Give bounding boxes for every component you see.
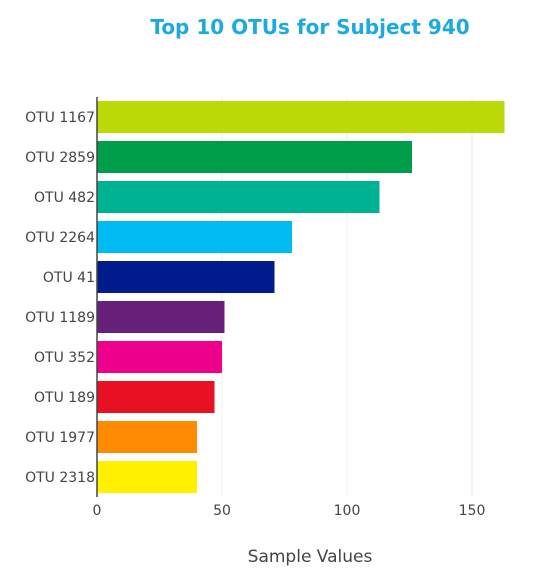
x-tick-label: 150 [459,503,486,519]
y-tick-label: OTU 41 [43,270,95,286]
x-tick-label: 0 [93,503,102,519]
y-tick-label: OTU 2859 [25,150,95,166]
y-tick-label: OTU 1977 [25,430,95,446]
y-tick-label: OTU 2264 [25,230,95,246]
y-tick-label: OTU 1167 [25,110,95,126]
bar-otu-482[interactable] [97,181,380,213]
y-tick-label: OTU 352 [34,350,95,366]
y-tick-label: OTU 1189 [25,310,95,326]
bars [97,101,505,493]
bar-otu-352[interactable] [97,341,222,373]
x-tick-label: 50 [213,503,231,519]
bar-otu-2264[interactable] [97,221,292,253]
x-axis-title: Sample Values [248,547,373,567]
bar-otu-1189[interactable] [97,301,225,333]
chart-title: Top 10 OTUs for Subject 940 [150,15,469,39]
bar-otu-41[interactable] [97,261,275,293]
x-tick-labels: 0 50 100 150 [93,503,486,519]
bar-otu-2318[interactable] [97,461,197,493]
bar-otu-189[interactable] [97,381,215,413]
y-tick-labels: OTU 1167 OTU 2859 OTU 482 OTU 2264 OTU 41 OTU… [25,110,95,486]
y-tick-label: OTU 2318 [25,470,95,486]
y-tick-label: OTU 189 [34,390,95,406]
y-tick-label: OTU 482 [34,190,95,206]
bar-otu-2859[interactable] [97,141,412,173]
bar-otu-1977[interactable] [97,421,197,453]
bar-otu-1167[interactable] [97,101,505,133]
x-tick-label: 100 [334,503,361,519]
